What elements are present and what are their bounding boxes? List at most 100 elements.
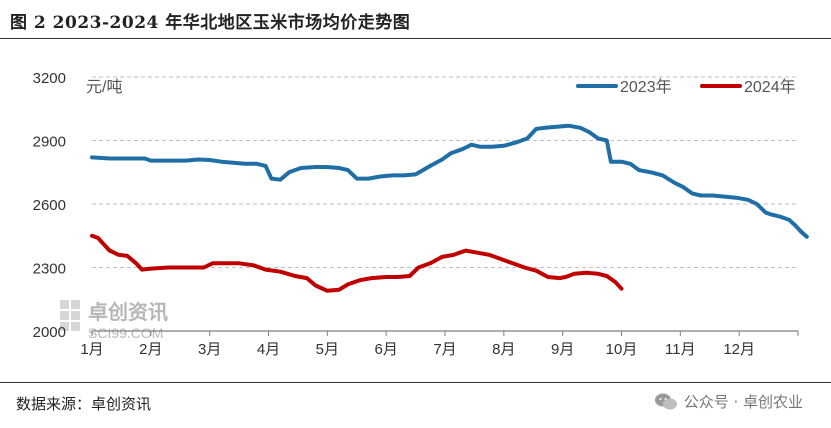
data-point-2023年 — [490, 145, 494, 148]
data-point-2023年 — [502, 144, 505, 147]
data-point-2024年 — [293, 274, 297, 278]
data-point-2023年 — [711, 194, 714, 197]
y-unit-label: 元/吨 — [86, 78, 122, 96]
series — [90, 123, 809, 293]
data-point-2023年 — [90, 156, 94, 159]
y-tick-label: 2300 — [33, 261, 66, 278]
data-point-2023年 — [461, 147, 464, 151]
data-point-2024年 — [140, 268, 144, 271]
data-point-2024年 — [499, 257, 503, 261]
data-point-2023年 — [629, 162, 632, 165]
data-point-2024年 — [126, 254, 129, 258]
data-point-2023年 — [526, 137, 529, 140]
data-point-2023年 — [279, 178, 282, 181]
data-point-2023年 — [735, 196, 738, 199]
data-point-2023年 — [620, 160, 623, 163]
data-point-2023年 — [255, 162, 258, 165]
data-point-2023年 — [514, 141, 517, 144]
data-point-2023年 — [108, 157, 111, 160]
social-mark-text: 公众号 · 卓创农业 — [683, 393, 803, 411]
data-point-2023年 — [682, 185, 685, 189]
data-point-2024年 — [408, 274, 411, 278]
chart-title: 图 2 2023-2024 年华北地区玉米市场均价走势图 — [10, 13, 411, 33]
footer: 数据来源：卓创资讯 公众号 · 卓创农业 — [0, 382, 831, 428]
y-tick-label: 2000 — [33, 324, 66, 341]
data-point-2024年 — [102, 243, 106, 246]
data-point-2023年 — [723, 195, 726, 198]
x-tick-label: 3月 — [198, 341, 221, 358]
x-tick-label: 10月 — [606, 341, 638, 358]
data-point-2024年 — [464, 249, 467, 252]
y-tick-label: 2900 — [33, 134, 66, 151]
y-tick-label: 3200 — [33, 70, 66, 87]
data-point-2024年 — [90, 234, 94, 237]
data-point-2024年 — [564, 275, 567, 279]
data-point-2023年 — [367, 177, 370, 180]
grid-lines — [92, 76, 798, 268]
data-point-2023年 — [799, 230, 803, 233]
data-point-2024年 — [573, 272, 576, 275]
data-point-2023年 — [402, 174, 405, 177]
data-point-2024年 — [614, 281, 617, 284]
x-tick-label: 7月 — [433, 341, 456, 358]
x-tick-label: 4月 — [257, 341, 280, 358]
data-point-2024年 — [523, 266, 526, 269]
data-point-2024年 — [385, 275, 388, 279]
x-tick-label: 11月 — [665, 341, 696, 358]
data-point-2023年 — [429, 164, 432, 168]
data-point-2023年 — [596, 137, 600, 140]
data-point-2023年 — [184, 159, 188, 162]
data-point-2023年 — [587, 130, 591, 134]
data-point-2023年 — [379, 175, 382, 178]
data-point-2023年 — [337, 166, 341, 170]
x-tick-label: 1月 — [80, 341, 103, 358]
data-point-2024年 — [237, 262, 241, 265]
x-tick-label: 2月 — [139, 341, 162, 358]
data-point-2023年 — [264, 164, 267, 168]
data-point-2024年 — [223, 262, 226, 265]
data-point-2024年 — [511, 262, 514, 265]
data-point-2023年 — [764, 211, 767, 214]
data-source: 数据来源：卓创资讯 — [16, 395, 152, 413]
data-point-2023年 — [543, 126, 547, 129]
data-point-2023年 — [232, 161, 235, 164]
social-mark: 公众号 · 卓创农业 — [654, 391, 803, 412]
data-point-2023年 — [770, 213, 773, 216]
x-tick-label: 8月 — [492, 341, 515, 358]
data-point-2023年 — [314, 165, 317, 169]
data-point-2023年 — [346, 168, 350, 172]
data-point-2024年 — [279, 270, 282, 273]
data-point-2024年 — [429, 262, 432, 265]
data-point-2023年 — [555, 125, 558, 128]
data-point-2024年 — [417, 266, 420, 269]
data-point-2023年 — [746, 198, 750, 201]
data-point-2023年 — [243, 162, 247, 165]
x-tick-label: 6月 — [374, 341, 397, 358]
data-point-2023年 — [805, 235, 808, 238]
watermark-logo-icon — [60, 300, 80, 331]
x-tick-label: 5月 — [316, 341, 339, 358]
data-point-2024年 — [117, 253, 120, 256]
data-point-2023年 — [793, 224, 797, 227]
data-point-2023年 — [479, 145, 482, 148]
data-point-2023年 — [690, 192, 694, 195]
data-point-2023年 — [196, 158, 200, 161]
data-point-2024年 — [487, 253, 491, 256]
data-point-2024年 — [149, 267, 152, 270]
x-tick-label: 9月 — [551, 341, 574, 358]
watermark: 卓创资讯 SCI99.COM — [60, 300, 168, 341]
data-point-2023年 — [414, 173, 417, 176]
title-bar: 图 2 2023-2024 年华北地区玉米市场均价走势图 — [0, 0, 831, 39]
data-point-2023年 — [649, 171, 653, 174]
watermark-site: SCI99.COM — [88, 325, 163, 341]
data-point-2024年 — [358, 279, 361, 282]
data-point-2023年 — [755, 202, 758, 206]
data-point-2024年 — [326, 289, 329, 292]
data-point-2023年 — [673, 181, 676, 184]
data-point-2023年 — [326, 165, 329, 169]
data-point-2024年 — [546, 275, 550, 279]
data-point-2024年 — [605, 274, 608, 278]
data-point-2023年 — [699, 194, 703, 197]
data-point-2023年 — [605, 139, 608, 142]
data-point-2023年 — [579, 126, 582, 129]
